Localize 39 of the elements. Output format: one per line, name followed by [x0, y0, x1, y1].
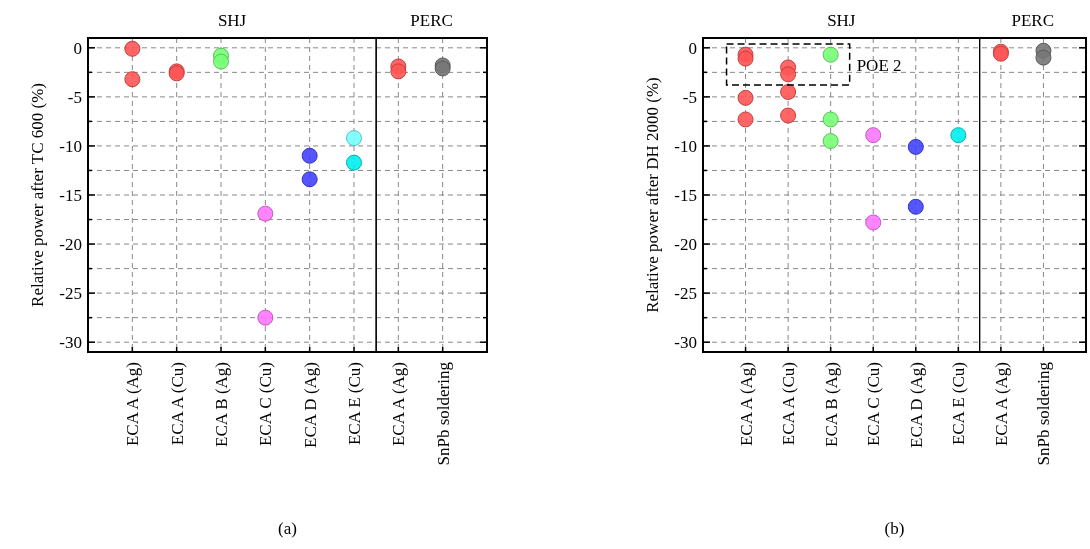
x-tick-label: SnPb soldering: [433, 361, 453, 466]
x-tick-label: ECA C (Cu): [864, 362, 884, 447]
x-tick-label: ECA A (Ag): [736, 362, 756, 447]
x-tick-label: ECA B (Ag): [211, 362, 231, 447]
x-tick-label: ECA E (Cu): [344, 362, 364, 446]
y-tick-label: -5: [682, 87, 697, 107]
x-tick-label: ECA A (Cu): [779, 362, 799, 446]
y-tick-label: -25: [674, 284, 697, 304]
x-tick-label: SnPb soldering: [1034, 361, 1054, 466]
y-axis-title: Relative power after DH 2000 (%): [643, 77, 662, 313]
y-tick-label: 0: [73, 38, 82, 58]
y-tick-label: -10: [59, 136, 82, 156]
x-tick-label: ECA A (Ag): [389, 362, 409, 447]
x-tick-label: ECA A (Cu): [167, 362, 187, 446]
x-tick-label: ECA C (Cu): [256, 362, 276, 447]
y-tick-label: -30: [59, 333, 82, 353]
text: SHJ: [827, 11, 856, 30]
y-tick-label: -30: [674, 333, 697, 353]
annotation: POE 2: [856, 56, 902, 76]
y-tick-label: -20: [674, 235, 697, 255]
y-axis-title: Relative power after TC 600 (%): [28, 83, 47, 307]
y-tick-label: 0: [688, 38, 697, 58]
text: PERC: [1011, 11, 1055, 30]
x-tick-label: ECA A (Ag): [123, 362, 143, 447]
text: (b): [884, 519, 905, 538]
text: PERC: [410, 11, 453, 30]
y-tick-label: -25: [59, 284, 82, 304]
y-tick-label: -15: [674, 185, 697, 205]
x-tick-label: ECA D (Ag): [906, 362, 926, 448]
text: SHJ: [217, 11, 247, 30]
x-tick-label: ECA A (Ag): [991, 362, 1011, 447]
y-tick-label: -10: [674, 136, 697, 156]
x-tick-label: ECA D (Ag): [300, 362, 320, 448]
y-tick-label: -20: [59, 235, 82, 255]
x-tick-label: ECA E (Cu): [949, 362, 969, 446]
y-tick-label: -5: [67, 87, 82, 107]
x-tick-label: ECA B (Ag): [821, 362, 841, 447]
text: (a): [278, 519, 297, 538]
y-tick-label: -15: [59, 185, 82, 205]
